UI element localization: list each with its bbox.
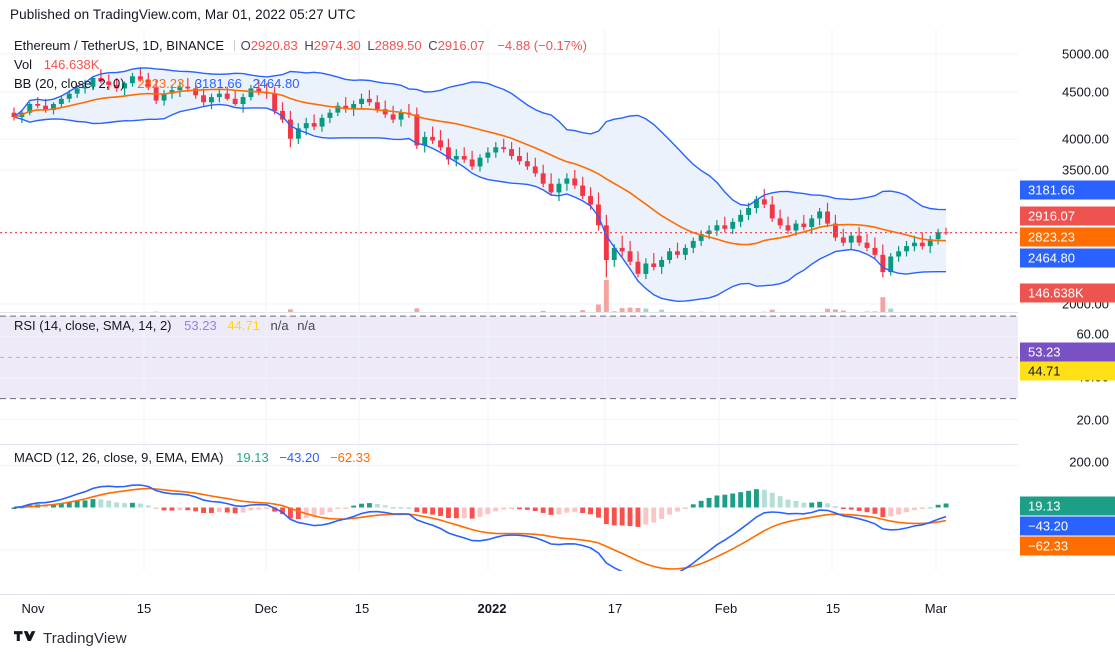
chart-area[interactable]: Ethereum / TetherUS, 1D, BINANCE O2920.8… [0,29,1115,594]
macd-badge-1[interactable]: −43.20 [1020,516,1115,536]
time-tick-4: 2022 [477,601,507,616]
rsi-tick-2: 20.00 [1076,412,1109,428]
published-bar: Published on TradingView.com, Mar 01, 20… [0,0,1115,29]
time-tick-1: 15 [136,601,152,616]
price-tick-2: 4000.00 [1062,131,1109,147]
time-axis-border [0,594,1115,595]
price-pane[interactable] [0,29,1018,312]
macd-badge-0[interactable]: 19.13 [1020,496,1115,516]
macd-pane-svg [0,444,1018,571]
time-tick-0: Nov [21,601,45,616]
rsi-badge-1[interactable]: 44.71 [1020,361,1115,381]
time-axis[interactable]: Nov 15 Dec 15 2022 17 Feb 15 Mar [0,594,1018,624]
price-badge-4[interactable]: 146.638K [1020,283,1115,303]
price-badge-0[interactable]: 3181.66 [1020,180,1115,200]
price-tick-1: 4500.00 [1062,84,1109,100]
chart-panes[interactable] [0,29,1018,594]
rsi-tick-0: 60.00 [1076,326,1109,342]
time-tick-7: 15 [825,601,841,616]
rsi-pane-svg [0,312,1018,444]
rsi-badge-0[interactable]: 53.23 [1020,342,1115,362]
rsi-pane[interactable] [0,312,1018,444]
time-tick-5: 17 [607,601,623,616]
price-tick-0: 5000.00 [1062,46,1109,62]
time-tick-3: 15 [354,601,370,616]
time-tick-6: Feb [714,601,738,616]
price-axis[interactable]: 5000.004500.004000.003500.003000.002000.… [1018,29,1115,594]
published-text: Published on TradingView.com, Mar 01, 20… [10,7,356,22]
pane-divider-rsi [0,312,1018,313]
price-badge-2[interactable]: 2823.23 [1020,227,1115,247]
tradingview-brand-text: TradingView [43,629,127,647]
footer: TradingView [0,624,1115,652]
macd-badge-2[interactable]: −62.33 [1020,536,1115,556]
macd-tick-0: 200.00 [1069,454,1109,470]
macd-pane[interactable] [0,444,1018,571]
price-badge-3[interactable]: 2464.80 [1020,248,1115,268]
tradingview-logo-icon [14,630,36,641]
price-pane-svg [0,29,1018,312]
price-badge-1[interactable]: 2916.07 [1020,206,1115,226]
tradingview-logo[interactable]: TradingView [14,630,127,647]
price-tick-3: 3500.00 [1062,162,1109,178]
time-tick-2: Dec [254,601,278,616]
time-tick-8: Mar [924,601,948,616]
pane-divider-macd [0,444,1018,445]
